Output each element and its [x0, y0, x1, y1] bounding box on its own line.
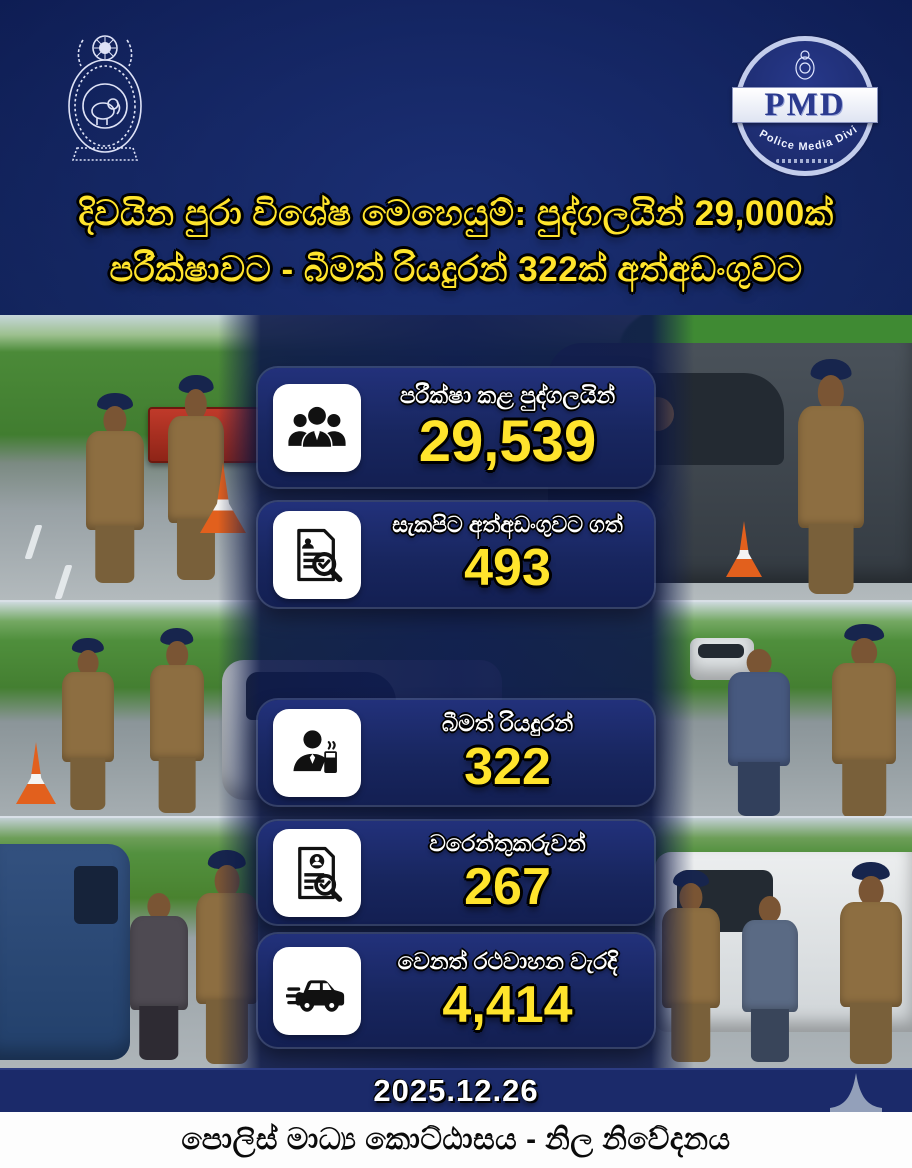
stat-value: 322 [464, 737, 551, 796]
stat-value: 267 [464, 857, 551, 916]
police-officer-figure [832, 624, 896, 816]
pmd-logo: PMD Police Media Division [732, 36, 878, 176]
police-officer-figure [86, 393, 144, 583]
police-officer-figure [62, 638, 114, 810]
stat-label: වෙනත් රථවාහන වැරදි [397, 947, 618, 974]
photo-collage: පරීක්ෂා කළ පුද්ගලයින් 29,539 සැකපිට අත්අ… [0, 315, 912, 1068]
footer-band: පොලිස් මාධ්‍ය කොට්ඨාසය - නිල නිවේදනය [0, 1112, 912, 1168]
people-group-icon [273, 383, 361, 472]
stat-card-suspects-arrested: සැකපිට අත්අඩංගුවට ගත් 493 [258, 502, 654, 607]
pmd-fine-print [776, 159, 834, 163]
police-officer-figure [168, 375, 224, 580]
warrant-document-icon [273, 828, 361, 917]
suspect-figure [728, 636, 790, 816]
pmd-mini-crest-icon [795, 50, 815, 80]
pmd-text: PMD [764, 86, 846, 123]
police-officer-figure [840, 862, 902, 1064]
stat-value: 29,539 [418, 408, 597, 474]
pmd-banner: PMD [732, 87, 878, 123]
stat-card-other-traffic-offences: වෙනත් රථවාහන වැරදි 4,414 [258, 934, 654, 1047]
suspect-figure [742, 884, 798, 1062]
issuing-division-line: පොලිස් මාධ්‍ය කොට්ඨාසය - නිල නිවේදනය [181, 1123, 731, 1156]
traffic-cone [16, 742, 56, 804]
svg-text:Police Media Division: Police Media Division [740, 125, 860, 153]
blue-van-shape [0, 844, 130, 1060]
vehicle-icon [273, 946, 361, 1035]
stat-card-persons-checked: පරීක්ෂා කළ පුද්ගලයින් 29,539 [258, 368, 654, 487]
stat-label: පරීක්ෂා කළ පුද්ගලයින් [399, 381, 616, 408]
police-officer-figure [150, 628, 204, 813]
stat-label: බීමත් රියදුරන් [441, 709, 574, 736]
stat-value: 493 [464, 539, 551, 598]
drunk-driver-icon [273, 708, 361, 797]
police-crest-icon [68, 35, 142, 161]
suspect-figure [130, 880, 188, 1060]
stat-value: 4,414 [442, 975, 573, 1034]
stupa-icon [830, 1073, 882, 1112]
report-date: 2025.12.26 [373, 1073, 539, 1108]
stat-card-drunk-drivers: බීමත් රියදුරන් 322 [258, 700, 654, 805]
pmd-curved-text: Police Media Division [740, 125, 860, 153]
stat-label: වරෙන්තුකරුවන් [429, 829, 586, 856]
headline-line1: දිවයින පුරා විශේෂ මෙහෙයුම්: පුද්ගලයින් 2… [78, 194, 834, 233]
stat-label: සැකපිට අත්අඩංගුවට ගත් [392, 512, 623, 538]
document-search-icon [273, 510, 361, 599]
headline: දිවයින පුරා විශේෂ මෙහෙයුම්: පුද්ගලයින් 2… [0, 186, 912, 298]
stat-card-warrant-holders: වරෙන්තුකරුවන් 267 [258, 821, 654, 924]
police-officer-figure [798, 359, 864, 594]
date-band: 2025.12.26 [0, 1068, 912, 1112]
headline-line2: පරීක්ෂාවට - බීමත් රියදුරන් 322ක් අත්අඩංග… [109, 250, 803, 289]
